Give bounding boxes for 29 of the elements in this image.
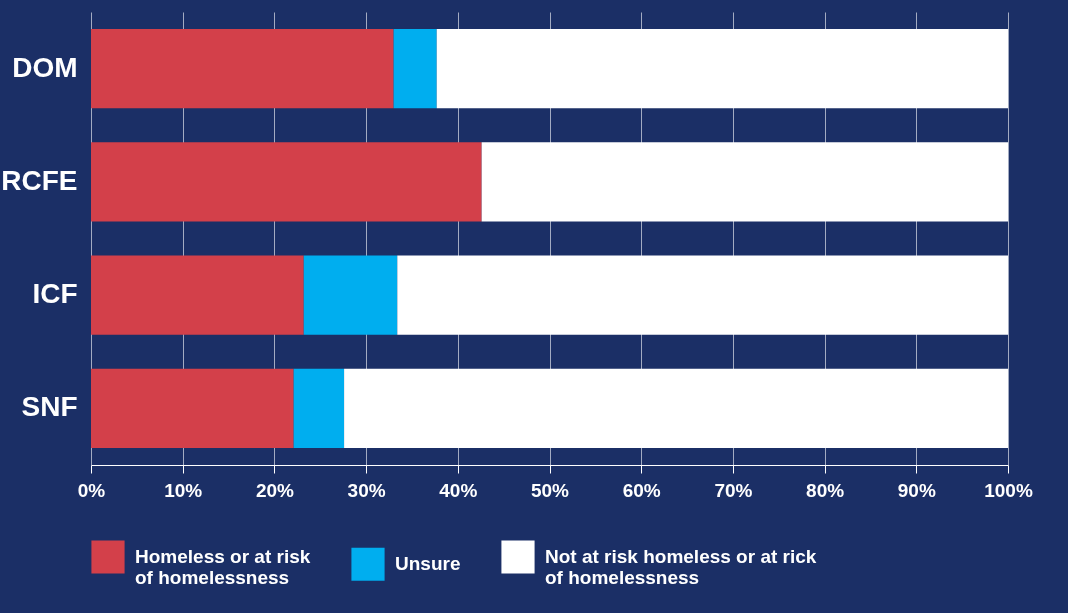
bar xyxy=(344,368,1008,449)
x-tick-label: 30% xyxy=(347,479,386,501)
bar xyxy=(303,255,398,335)
x-tick-label: 40% xyxy=(439,479,478,501)
x-tick-label: 60% xyxy=(622,479,661,501)
x-tick-label: 20% xyxy=(255,479,295,501)
legend-label: Unsure xyxy=(395,553,461,575)
bar xyxy=(293,368,345,449)
x-tick-label: 0% xyxy=(77,479,106,501)
x-tick-label: 70% xyxy=(714,479,753,501)
y-tick-label: DOM xyxy=(12,51,78,83)
bar xyxy=(91,28,394,109)
x-tick-label: 10% xyxy=(164,479,203,501)
bar xyxy=(393,28,437,109)
bar xyxy=(91,142,482,222)
y-tick-label: ICF xyxy=(32,278,78,310)
legend-label: Homeless or at risk of homelessness xyxy=(135,546,311,588)
x-tick-label: 80% xyxy=(806,479,845,501)
bar xyxy=(91,368,294,449)
x-tick-label: 90% xyxy=(897,479,936,501)
legend-label: Not at risk homeless or at rick of homelessness xyxy=(545,546,817,588)
bar xyxy=(436,28,1008,109)
x-tick-label: 50% xyxy=(530,479,570,501)
y-tick-label: SNF xyxy=(21,391,78,423)
x-tick-label: 100% xyxy=(984,479,1033,501)
bar xyxy=(91,255,304,335)
bar xyxy=(481,142,1008,222)
bar xyxy=(397,255,1008,335)
y-tick-label: RCFE xyxy=(1,164,78,196)
